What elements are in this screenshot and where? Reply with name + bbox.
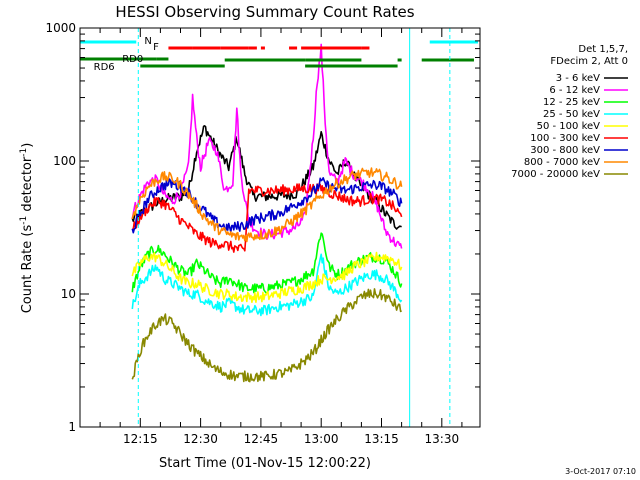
legend-label: 12 - 25 keV bbox=[543, 97, 600, 108]
annotation-layer: NF RD0 RD6 bbox=[80, 28, 478, 427]
legend-header-line-2: FDecim 2, Att 0 bbox=[550, 56, 628, 67]
legend-label: 800 - 7000 keV bbox=[524, 157, 600, 168]
y-tick-label: 1 bbox=[68, 420, 76, 434]
series-line bbox=[131, 288, 403, 383]
legend-label: 300 - 800 keV bbox=[530, 145, 600, 156]
x-tick-label: 13:30 bbox=[425, 432, 460, 446]
x-tick-label: 12:45 bbox=[244, 432, 279, 446]
legend-label: 3 - 6 keV bbox=[556, 73, 600, 84]
rd-label: RD6 bbox=[94, 62, 115, 73]
flare-label: F bbox=[153, 42, 159, 53]
y-axis: 1 10 100 1000 bbox=[45, 21, 480, 434]
chart-title: HESSI Observing Summary Count Rates bbox=[115, 3, 414, 21]
legend-label: 25 - 50 keV bbox=[543, 109, 600, 120]
x-tick-label: 13:15 bbox=[364, 432, 399, 446]
legend-label: 50 - 100 keV bbox=[537, 121, 601, 132]
y-axis-label-part: detector bbox=[20, 156, 35, 216]
series-line bbox=[131, 43, 403, 249]
x-tick-label: 13:00 bbox=[304, 432, 339, 446]
y-axis-label-part: Count Rate (s bbox=[20, 225, 35, 314]
y-tick-label: 100 bbox=[53, 154, 76, 168]
y-tick-label: 10 bbox=[61, 287, 76, 301]
series-line bbox=[131, 167, 403, 243]
series-layer bbox=[131, 43, 403, 383]
y-tick-label: 1000 bbox=[45, 21, 76, 35]
rd-label: RD0 bbox=[122, 54, 143, 65]
y-axis-label: Count Rate (s-1 detector-1) bbox=[19, 143, 35, 314]
plot-frame bbox=[79, 27, 481, 428]
x-tick-label: 12:30 bbox=[183, 432, 218, 446]
series-line bbox=[131, 251, 403, 303]
series-line bbox=[131, 177, 403, 234]
series-line bbox=[131, 125, 402, 230]
series-line bbox=[131, 253, 403, 317]
legend-header-line-1: Det 1,5,7, bbox=[578, 44, 628, 55]
y-axis-label-sup: -1 bbox=[19, 148, 29, 157]
y-axis-label-sup: -1 bbox=[19, 216, 29, 225]
legend-label: 6 - 12 keV bbox=[549, 85, 600, 96]
x-tick-label: 12:15 bbox=[123, 432, 158, 446]
legend-label: 7000 - 20000 keV bbox=[511, 169, 600, 180]
x-axis-label: Start Time (01-Nov-15 12:00:22) bbox=[159, 456, 371, 471]
series-line bbox=[132, 182, 403, 253]
saa-label: N bbox=[144, 36, 151, 47]
y-axis-label-part: ) bbox=[20, 143, 35, 148]
x-axis: 12:15 12:30 12:45 13:00 13:15 13:30 bbox=[99, 28, 463, 446]
footer-date: 3-Oct-2017 07:10 bbox=[565, 467, 636, 476]
legend-label: 100 - 300 keV bbox=[530, 133, 600, 144]
